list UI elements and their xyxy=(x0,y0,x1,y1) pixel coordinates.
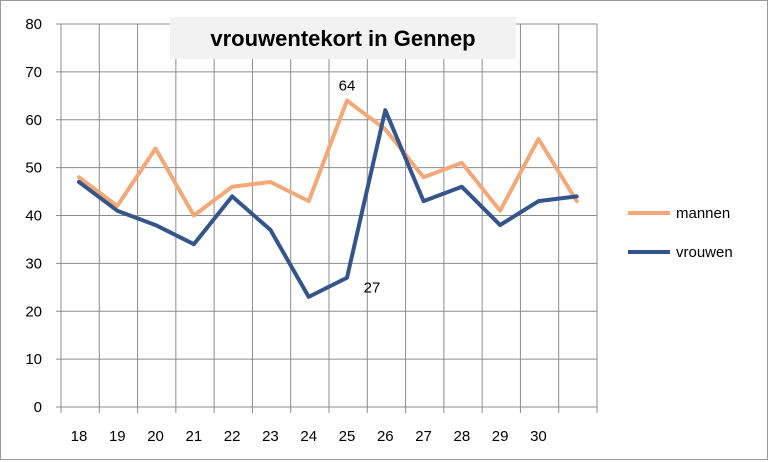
x-tick-label: 18 xyxy=(71,428,88,445)
data-label: 64 xyxy=(339,78,356,95)
y-tick-labels: 0 10 20 30 40 50 60 70 80 xyxy=(25,16,42,416)
y-tick-label: 0 xyxy=(34,399,42,416)
legend-label-mannen: mannen xyxy=(676,205,730,222)
data-label: 27 xyxy=(364,280,381,297)
x-tick-label: 25 xyxy=(339,428,356,445)
x-tick-label: 24 xyxy=(300,428,317,445)
y-tick-label: 80 xyxy=(25,16,42,33)
x-tick-label: 27 xyxy=(415,428,432,445)
axes xyxy=(56,23,598,413)
x-tick-label: 23 xyxy=(262,428,279,445)
y-tick-label: 50 xyxy=(25,160,42,177)
x-tick-label: 29 xyxy=(492,428,509,445)
chart-title: vrouwentekort in Gennep xyxy=(210,26,475,51)
x-tick-label: 26 xyxy=(377,428,394,445)
y-tick-label: 40 xyxy=(25,208,42,225)
y-tick-label: 20 xyxy=(25,303,42,320)
series-line-vrouwen xyxy=(77,108,579,299)
x-tick-label: 19 xyxy=(109,428,126,445)
data-labels: 64 27 xyxy=(339,78,381,297)
chart-title-background xyxy=(170,17,516,59)
x-tick-label: 30 xyxy=(530,428,547,445)
x-tick-label: 22 xyxy=(224,428,241,445)
x-tick-label: 20 xyxy=(147,428,164,445)
chart-title-box: vrouwentekort in Gennep xyxy=(170,17,516,59)
y-tick-label: 30 xyxy=(25,255,42,272)
x-tick-label: 21 xyxy=(186,428,203,445)
x-tick-label: 28 xyxy=(454,428,471,445)
legend-label-vrouwen: vrouwen xyxy=(676,244,733,261)
y-tick-label: 70 xyxy=(25,64,42,81)
series-line-mannen xyxy=(77,98,579,218)
series-lines xyxy=(77,98,579,299)
legend: mannen vrouwen xyxy=(628,205,733,261)
y-tick-label: 60 xyxy=(25,112,42,129)
y-tick-label: 10 xyxy=(25,351,42,368)
x-tick-labels: 18 19 20 21 22 23 24 25 26 27 28 29 30 xyxy=(71,428,547,445)
